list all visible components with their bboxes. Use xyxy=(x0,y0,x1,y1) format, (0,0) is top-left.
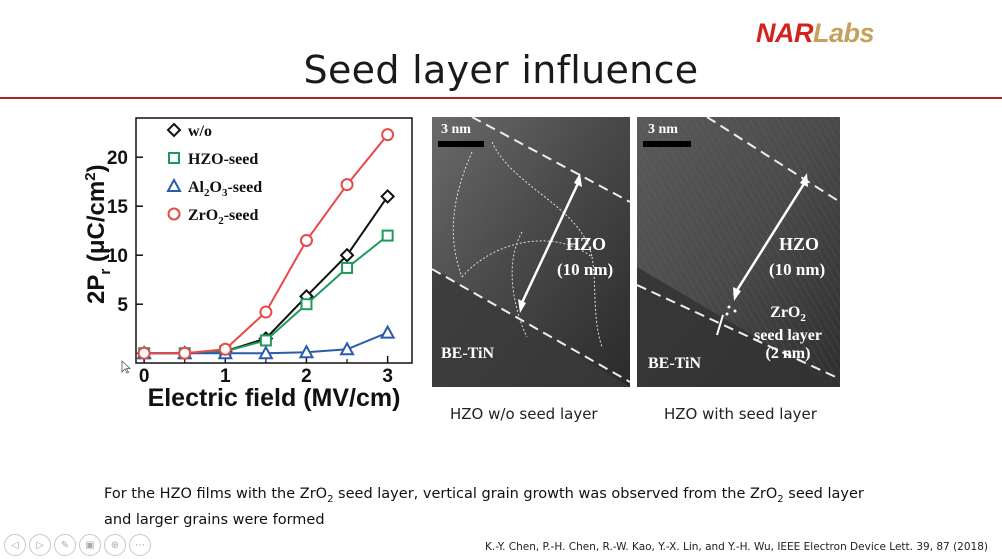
tem-right-caption: HZO with seed layer xyxy=(664,405,817,423)
data-point-diamond xyxy=(339,247,355,263)
y-axis-label: 2Pr (μC/cm2) xyxy=(82,164,114,304)
summary-part-3: seed layer and larger grains were formed xyxy=(104,486,864,528)
summary-sub-1: 2 xyxy=(327,493,334,505)
data-point-circle xyxy=(259,305,273,319)
citation: K.-Y. Chen, P.-H. Chen, R.-W. Kao, Y.-X.… xyxy=(485,541,988,553)
more-icon[interactable]: ⋯ xyxy=(129,534,151,556)
seed-sub: 2 xyxy=(800,312,806,325)
x-tick-label: 1 xyxy=(220,366,231,387)
tem-right-substrate: BE-TiN xyxy=(648,355,702,372)
tem-left-layer: HZO xyxy=(566,234,607,254)
slides-icon[interactable]: ▣ xyxy=(79,534,101,556)
data-point-circle xyxy=(299,234,313,247)
legend-label: w/o xyxy=(188,123,212,140)
polarization-chart: 0 1 2 3 5 10 15 20 w/o HZO-seed Al2O3-seed ZrO2-se… xyxy=(80,108,430,420)
data-point-square xyxy=(259,334,272,347)
data-point-circle xyxy=(381,128,395,142)
data-point-square xyxy=(341,261,354,274)
series-3 xyxy=(137,128,395,360)
seed-line2: seed layer xyxy=(754,327,822,345)
next-slide-icon[interactable]: ▷ xyxy=(29,534,51,556)
data-point-circle xyxy=(178,346,192,360)
tem-image-left xyxy=(432,117,630,387)
seed-line3: (2 nm) xyxy=(765,345,811,363)
data-point-diamond xyxy=(166,122,182,138)
legend-label: Al2O3-seed xyxy=(188,179,262,199)
legend-label: ZrO2-seed xyxy=(188,207,258,227)
narlabs-logo: NARLabs xyxy=(756,18,875,49)
tem-right-seed-label: ZrO2 seed layer (2 nm) xyxy=(738,304,838,363)
chart-svg: 0 1 2 3 5 10 15 20 w/o HZO-seed Al2O3-seed ZrO2-se… xyxy=(82,117,413,412)
tem-left-substrate: BE-TiN xyxy=(441,345,495,362)
mouse-cursor-icon xyxy=(121,360,131,374)
tem-right-layer: HZO xyxy=(779,234,820,254)
x-tick-label: 2 xyxy=(301,366,312,387)
y-tick-label: 20 xyxy=(107,148,128,169)
x-axis-label: Electric field (MV/cm) xyxy=(148,384,401,412)
legend-entry: w/o xyxy=(166,122,212,140)
data-point-triangle xyxy=(379,324,396,339)
x-tick-label: 0 xyxy=(139,366,150,387)
tem-left-scale: 3 nm xyxy=(441,122,471,137)
data-point-square xyxy=(300,298,313,311)
pen-icon[interactable]: ✎ xyxy=(54,534,76,556)
data-point-circle xyxy=(340,178,354,192)
series-1 xyxy=(138,229,394,360)
data-point-triangle xyxy=(166,177,182,192)
presentation-toolbar: ◁ ▷ ✎ ▣ ⊕ ⋯ xyxy=(4,534,151,556)
plot-frame xyxy=(135,117,413,364)
data-point-circle xyxy=(137,346,151,360)
prev-slide-icon[interactable]: ◁ xyxy=(4,534,26,556)
y-tick-label: 5 xyxy=(117,295,128,316)
legend-entry: ZrO2-seed xyxy=(167,207,258,227)
data-point-square xyxy=(381,229,394,242)
seed-name: ZrO xyxy=(770,304,801,321)
series-line xyxy=(144,134,389,355)
data-point-circle xyxy=(218,342,232,356)
x-tick-label: 3 xyxy=(382,366,393,387)
logo-nar: NAR xyxy=(756,18,814,48)
data-point-diamond xyxy=(380,188,396,204)
legend-entry: Al2O3-seed xyxy=(166,177,262,199)
y-tick-label: 15 xyxy=(107,197,129,218)
slide-title: Seed layer influence xyxy=(303,48,699,92)
legend-label: HZO-seed xyxy=(188,151,258,168)
data-point-triangle xyxy=(258,345,274,360)
y-tick-label: 10 xyxy=(107,246,128,267)
summary-part-1: For the HZO films with the ZrO xyxy=(104,486,328,502)
summary-part-2: seed layer, vertical grain growth was ob… xyxy=(333,486,778,502)
data-point-triangle xyxy=(298,344,315,359)
data-point-square xyxy=(168,152,180,164)
title-divider xyxy=(0,97,1002,99)
tem-left-thickness: (10 nm) xyxy=(557,260,614,279)
logo-labs: Labs xyxy=(813,18,875,48)
legend-entry: HZO-seed xyxy=(168,151,258,168)
tem-right-thickness: (10 nm) xyxy=(769,260,826,279)
data-point-triangle xyxy=(339,341,355,356)
series-line xyxy=(144,195,389,355)
summary-text: For the HZO films with the ZrO2 seed lay… xyxy=(104,484,884,531)
summary-sub-2: 2 xyxy=(777,493,784,505)
data-point-circle xyxy=(167,207,181,221)
zoom-icon[interactable]: ⊕ xyxy=(104,534,126,556)
tem-right-scale: 3 nm xyxy=(648,122,678,137)
tem-left-caption: HZO w/o seed layer xyxy=(450,405,598,423)
tem-image-right xyxy=(637,117,840,387)
